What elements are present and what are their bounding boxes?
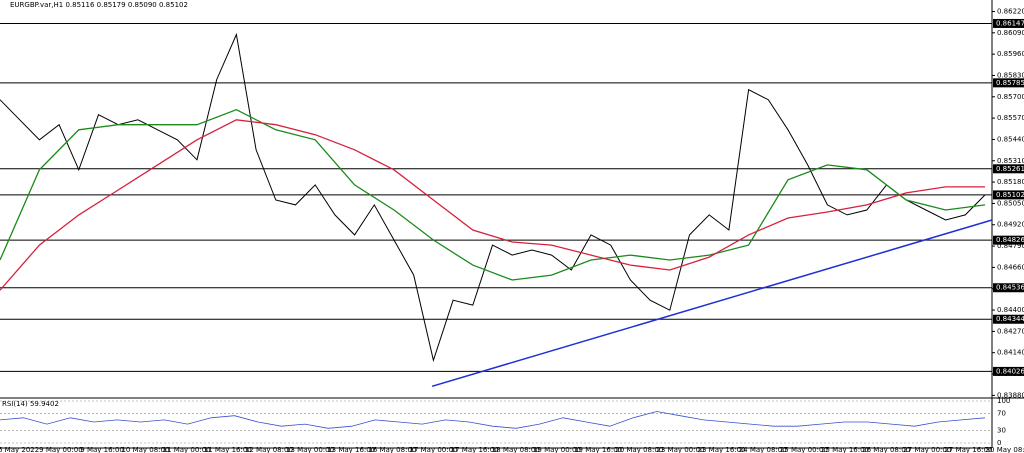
y-tick-label: 0.86090 bbox=[997, 29, 1024, 37]
rsi-tick-label: 70 bbox=[997, 410, 1006, 418]
x-tick-label: 19 May 16:00 bbox=[574, 446, 622, 453]
moving-average bbox=[0, 108, 986, 281]
rsi-tick-label: 0 bbox=[997, 439, 1001, 447]
y-tick-label: 0.84400 bbox=[997, 306, 1024, 314]
trendline bbox=[431, 219, 993, 388]
x-tick-label: 27 May 16:00 bbox=[944, 446, 992, 453]
x-tick-label: 30 May 08:00 bbox=[986, 446, 1024, 453]
x-tick-label: 10 May 08:00 bbox=[121, 446, 169, 453]
rsi-tick-label: 30 bbox=[997, 426, 1006, 434]
x-tick-label: 19 May 00:00 bbox=[533, 446, 581, 453]
level-label-box bbox=[993, 78, 1024, 88]
y-tick-label: 0.85050 bbox=[997, 199, 1024, 207]
x-tick-label: 13 May 00:00 bbox=[286, 446, 334, 453]
level-label-box bbox=[993, 190, 1024, 200]
y-tick-label: 0.85570 bbox=[997, 114, 1024, 122]
y-tick-label: 0.85960 bbox=[997, 50, 1024, 58]
x-tick-label: 25 May 16:00 bbox=[821, 446, 869, 453]
x-tick-label: 23 May 16:00 bbox=[698, 446, 746, 453]
level-label-box bbox=[993, 18, 1024, 28]
x-tick-label: 17 May 16:00 bbox=[451, 446, 499, 453]
level-label: 0.85785 bbox=[996, 79, 1024, 87]
moving-average bbox=[0, 119, 985, 291]
level-label-box bbox=[993, 235, 1024, 245]
y-tick-label: 0.84660 bbox=[997, 263, 1024, 271]
level-label-box bbox=[993, 314, 1024, 324]
y-tick-label: 0.85700 bbox=[997, 93, 1024, 101]
x-tick-label: 11 May 16:00 bbox=[204, 446, 252, 453]
y-tick-label: 0.83880 bbox=[997, 391, 1024, 399]
level-label: 0.85102 bbox=[996, 191, 1024, 199]
x-tick-label: 20 May 08:00 bbox=[615, 446, 663, 453]
x-tick-label: 16 May 08:00 bbox=[368, 446, 416, 453]
x-tick-label: 23 May 00:00 bbox=[656, 446, 704, 453]
price-line bbox=[0, 32, 986, 363]
x-tick-label: 17 May 00:00 bbox=[410, 446, 458, 453]
x-tick-label: 13 May 16:00 bbox=[327, 446, 375, 453]
x-tick-label: 27 May 00:00 bbox=[903, 446, 951, 453]
y-tick-label: 0.84920 bbox=[997, 221, 1024, 229]
y-tick-label: 0.84270 bbox=[997, 327, 1024, 335]
level-label: 0.84536 bbox=[996, 284, 1024, 292]
level-label: 0.86147 bbox=[996, 19, 1024, 27]
level-label: 0.84344 bbox=[996, 315, 1024, 323]
x-tick-label: 25 May 00:00 bbox=[780, 446, 828, 453]
x-tick-label: 18 May 08:00 bbox=[492, 446, 540, 453]
x-tick-label: 26 May 08:00 bbox=[862, 446, 910, 453]
y-tick-label: 0.86220 bbox=[997, 7, 1024, 15]
level-label-box bbox=[993, 366, 1024, 376]
y-tick-label: 0.85180 bbox=[997, 178, 1024, 186]
level-label: 0.85261 bbox=[996, 165, 1024, 173]
rsi-line bbox=[0, 411, 986, 429]
x-tick-label: 12 May 08:00 bbox=[245, 446, 293, 453]
x-tick-label: 9 May 16:00 bbox=[80, 446, 124, 453]
x-tick-label: 11 May 00:00 bbox=[163, 446, 211, 453]
y-tick-label: 0.85310 bbox=[997, 157, 1024, 165]
y-tick-label: 0.85440 bbox=[997, 135, 1024, 143]
x-tick-label: 6 May 2022 bbox=[0, 446, 39, 453]
x-tick-label: 9 May 00:00 bbox=[39, 446, 83, 453]
y-tick-label: 0.84790 bbox=[997, 242, 1024, 250]
level-label: 0.84026 bbox=[996, 367, 1024, 375]
x-tick-label: 24 May 08:00 bbox=[739, 446, 787, 453]
y-tick-label: 0.85830 bbox=[997, 71, 1024, 79]
level-label-box bbox=[993, 283, 1024, 293]
chart-title: EURGBP.var,H1 0.85116 0.85179 0.85090 0.… bbox=[10, 1, 188, 9]
rsi-tick-label: 100 bbox=[997, 397, 1010, 405]
level-label: 0.84826 bbox=[996, 236, 1024, 244]
level-label-box bbox=[993, 164, 1024, 174]
y-tick-label: 0.84140 bbox=[997, 349, 1024, 357]
rsi-label: RSI(14) 59.9402 bbox=[2, 400, 59, 408]
